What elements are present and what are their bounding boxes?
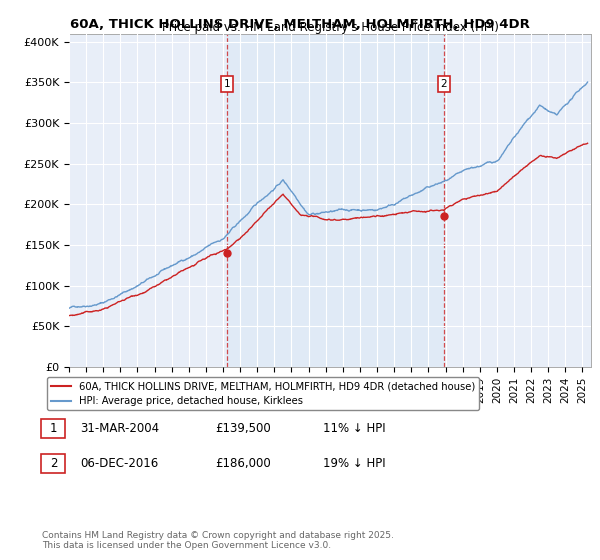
Text: 60A, THICK HOLLINS DRIVE, MELTHAM, HOLMFIRTH, HD9 4DR: 60A, THICK HOLLINS DRIVE, MELTHAM, HOLMF… bbox=[70, 18, 530, 31]
Text: 2: 2 bbox=[440, 79, 447, 89]
Text: £139,500: £139,500 bbox=[215, 422, 271, 435]
Text: 31-MAR-2004: 31-MAR-2004 bbox=[80, 422, 159, 435]
Text: 19% ↓ HPI: 19% ↓ HPI bbox=[323, 457, 385, 470]
Text: 11% ↓ HPI: 11% ↓ HPI bbox=[323, 422, 385, 435]
Text: Contains HM Land Registry data © Crown copyright and database right 2025.
This d: Contains HM Land Registry data © Crown c… bbox=[42, 530, 394, 550]
Legend: 60A, THICK HOLLINS DRIVE, MELTHAM, HOLMFIRTH, HD9 4DR (detached house), HPI: Ave: 60A, THICK HOLLINS DRIVE, MELTHAM, HOLMF… bbox=[47, 377, 479, 410]
Text: £186,000: £186,000 bbox=[215, 457, 271, 470]
Text: 2: 2 bbox=[50, 457, 57, 470]
Text: 06-DEC-2016: 06-DEC-2016 bbox=[80, 457, 158, 470]
Title: Price paid vs. HM Land Registry's House Price Index (HPI): Price paid vs. HM Land Registry's House … bbox=[161, 21, 499, 34]
Text: 1: 1 bbox=[50, 422, 57, 435]
Text: 1: 1 bbox=[224, 79, 230, 89]
Bar bbox=[227, 34, 444, 367]
